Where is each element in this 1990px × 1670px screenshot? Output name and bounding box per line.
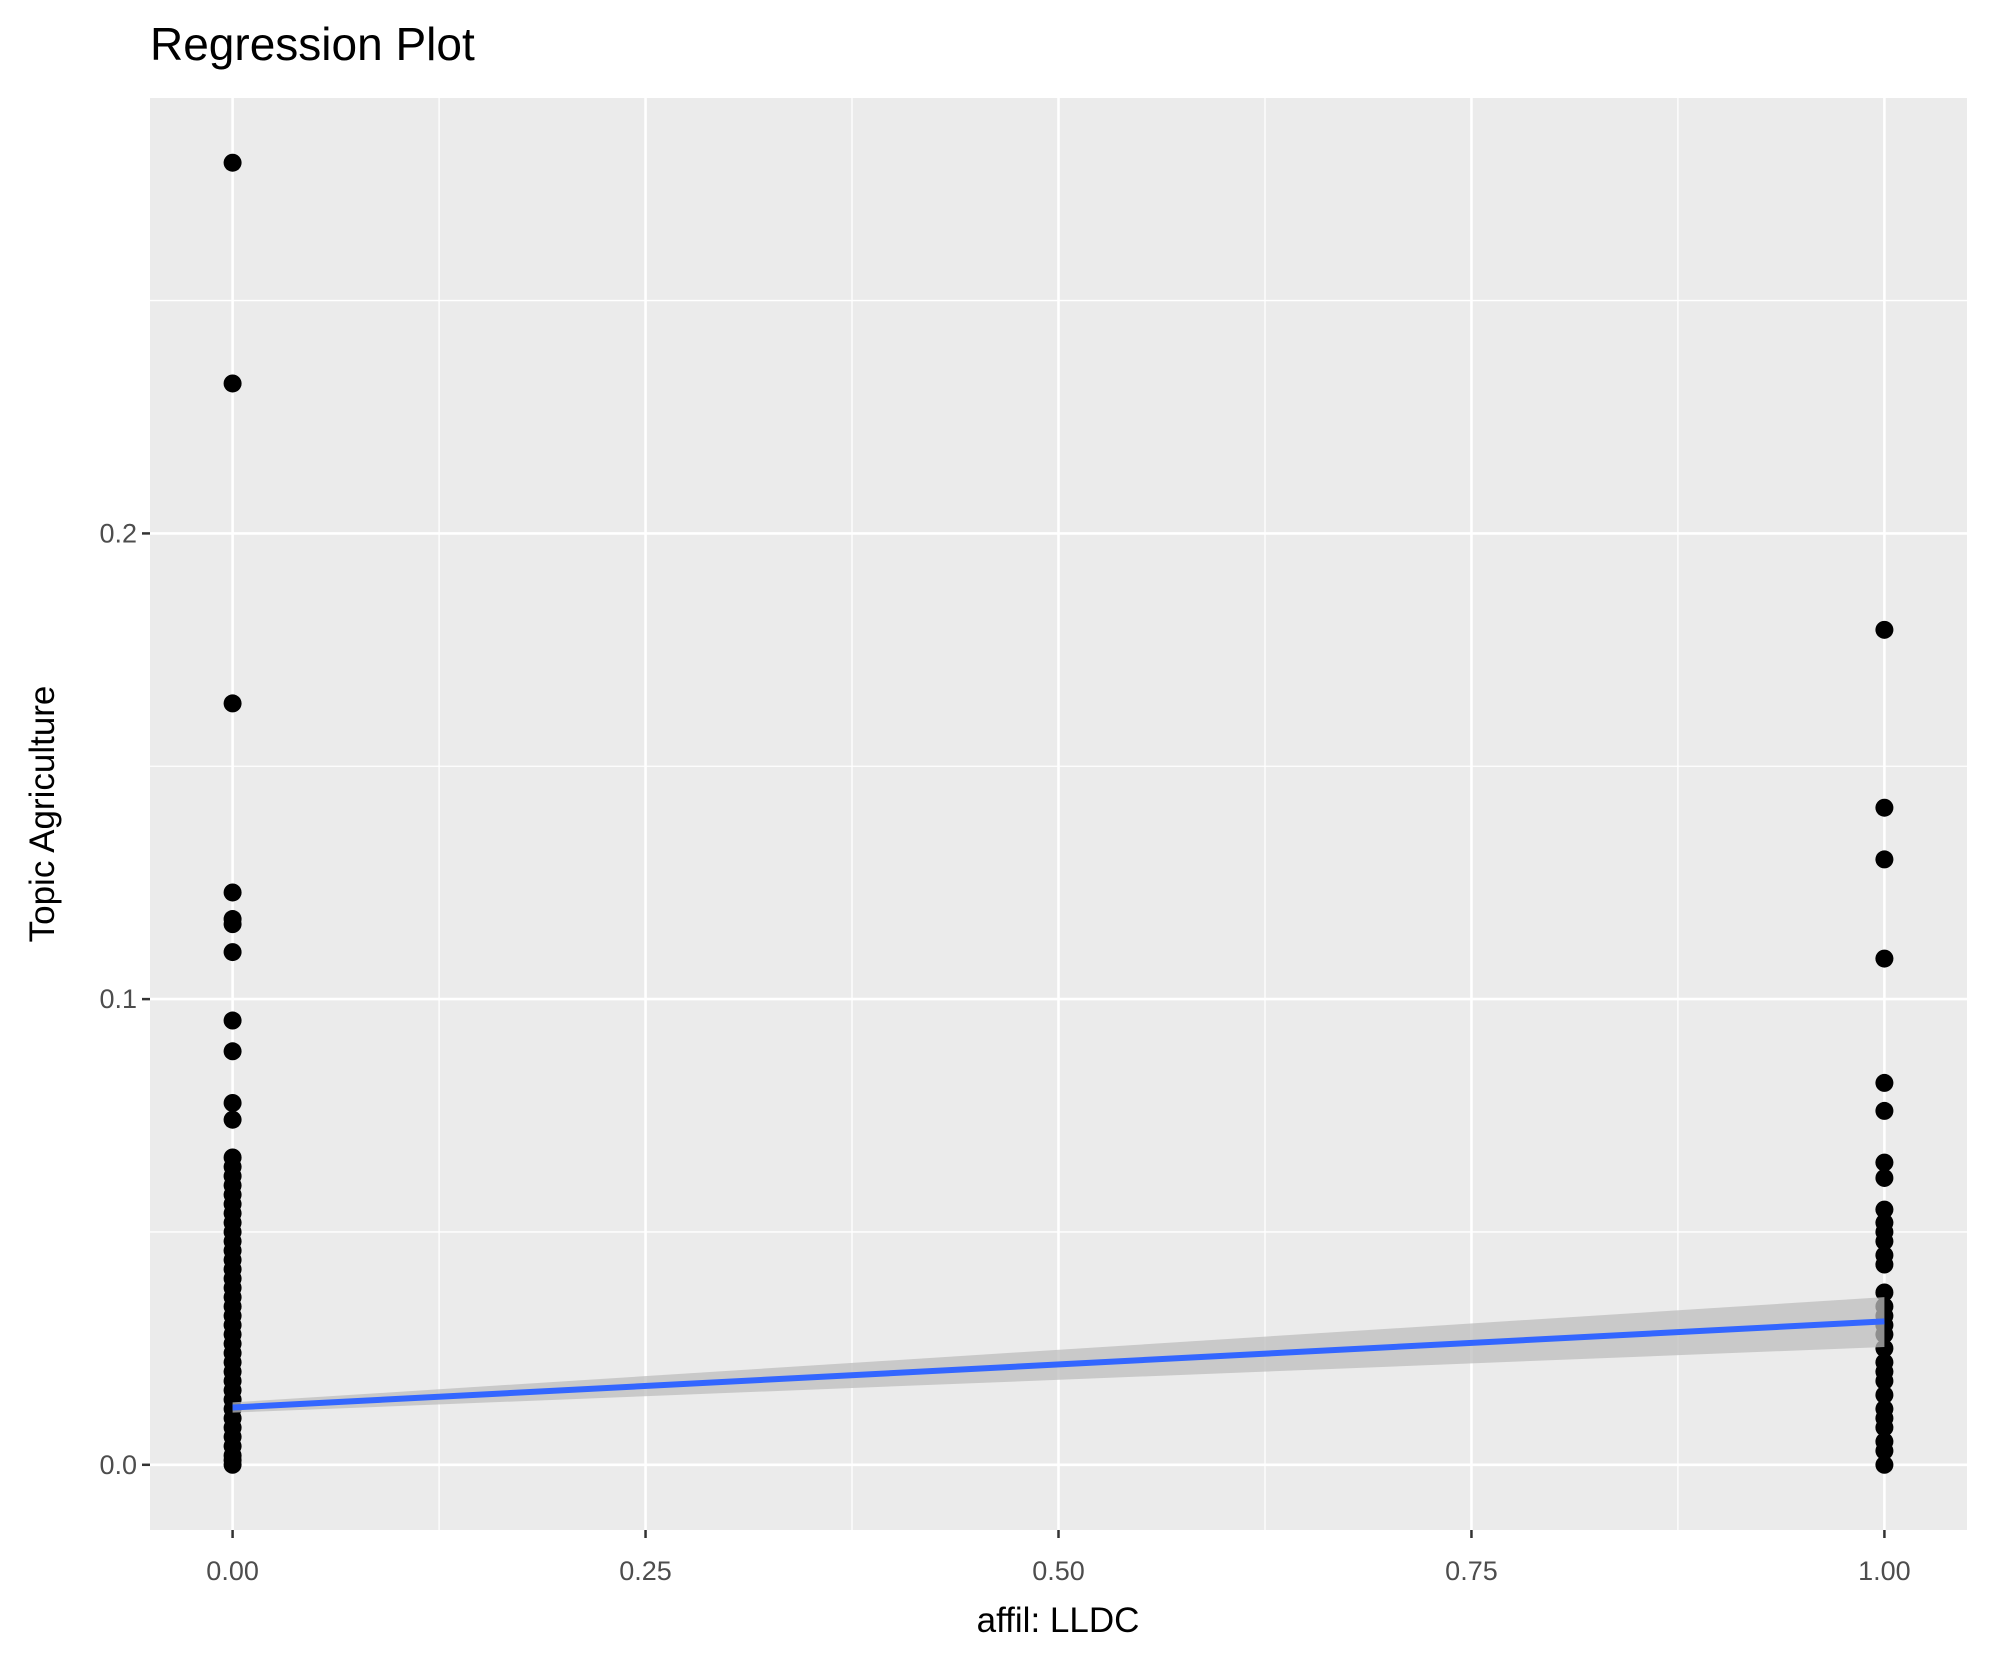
point bbox=[223, 943, 242, 962]
y-tick-label: 0.1 bbox=[99, 984, 137, 1014]
point bbox=[223, 883, 242, 902]
y-axis-title: Topic Agriculture bbox=[23, 686, 62, 943]
point bbox=[223, 374, 242, 393]
marks bbox=[223, 153, 1894, 1474]
point bbox=[223, 1011, 242, 1030]
x-tick-label: 0.25 bbox=[619, 1556, 672, 1586]
point bbox=[1875, 798, 1894, 817]
regression-line bbox=[232, 1318, 1885, 1411]
point bbox=[223, 1093, 242, 1112]
point bbox=[1875, 850, 1894, 869]
point bbox=[1875, 1073, 1894, 1092]
chart-title: Regression Plot bbox=[150, 18, 475, 70]
x-tick-label: 1.00 bbox=[1858, 1556, 1911, 1586]
point bbox=[223, 1110, 242, 1129]
point bbox=[1875, 620, 1894, 639]
x-tick-label: 0.75 bbox=[1445, 1556, 1498, 1586]
point bbox=[1875, 949, 1894, 968]
point bbox=[1875, 1371, 1894, 1390]
point bbox=[223, 153, 242, 172]
x-tick-label: 0.00 bbox=[206, 1556, 259, 1586]
point bbox=[1875, 1418, 1894, 1437]
point bbox=[1875, 1168, 1894, 1187]
x-axis-title: affil: LLDC bbox=[977, 1601, 1140, 1640]
point bbox=[1875, 1101, 1894, 1120]
point bbox=[1875, 1441, 1894, 1460]
point bbox=[1875, 1385, 1894, 1404]
point bbox=[223, 694, 242, 713]
point bbox=[223, 1042, 242, 1061]
point bbox=[1875, 1232, 1894, 1251]
point bbox=[223, 915, 242, 934]
y-tick-label: 0.0 bbox=[99, 1450, 137, 1480]
point bbox=[1875, 1283, 1894, 1302]
grid bbox=[150, 98, 1967, 1530]
x-tick-label: 0.50 bbox=[1032, 1556, 1085, 1586]
point bbox=[1875, 1200, 1894, 1219]
y-tick-label: 0.2 bbox=[99, 518, 137, 548]
point bbox=[1875, 1255, 1894, 1274]
point bbox=[223, 1455, 242, 1474]
point bbox=[1875, 1455, 1894, 1474]
point bbox=[1875, 1153, 1894, 1172]
